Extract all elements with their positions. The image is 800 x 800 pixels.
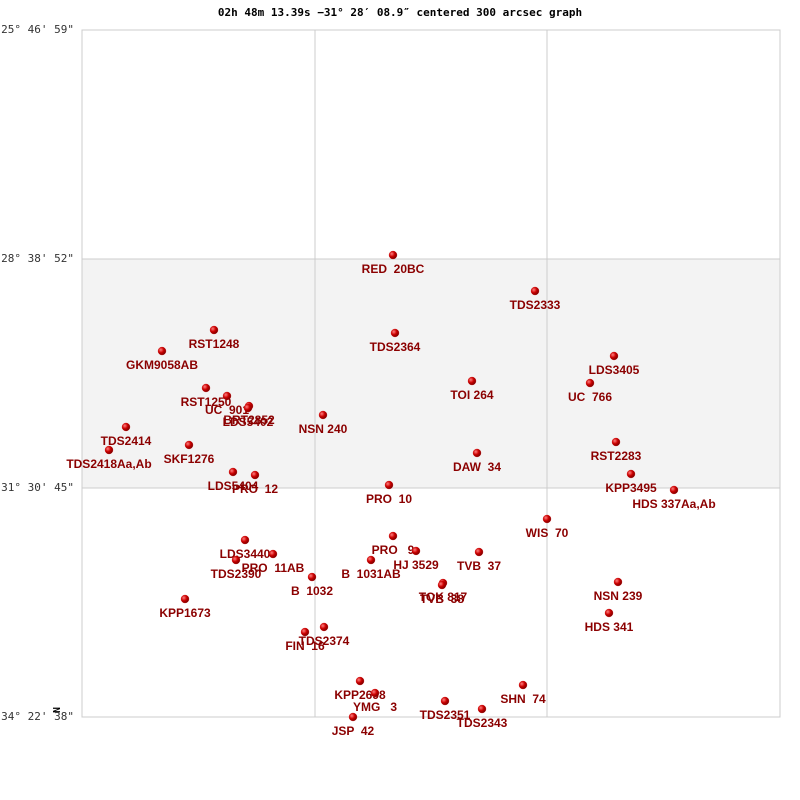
star-label: TVB 37 <box>457 559 501 573</box>
star <box>477 704 487 714</box>
y-tick-label: -31° 30' 45" <box>0 481 74 494</box>
star <box>318 410 328 420</box>
star <box>184 440 194 450</box>
star-label: TDS2343 <box>457 716 508 730</box>
star-label: TDS2390 <box>211 567 262 581</box>
star <box>228 467 238 477</box>
star-label: HDS 341 <box>585 620 634 634</box>
star <box>240 535 250 545</box>
star <box>370 688 380 698</box>
star <box>231 555 241 565</box>
star <box>300 627 310 637</box>
star-label: B 1032 <box>291 584 333 598</box>
star <box>180 594 190 604</box>
star <box>604 608 614 618</box>
star <box>611 437 621 447</box>
star-label: LDS5404 <box>208 479 259 493</box>
star-label: HDS 337Aa,Ab <box>632 497 715 511</box>
star-label: KPP3495 <box>605 481 657 495</box>
star-label: GKM9058AB <box>126 358 198 372</box>
star-label: DAW 34 <box>453 460 501 474</box>
star <box>243 403 253 413</box>
star-label: TDS2364 <box>370 340 421 354</box>
star <box>669 485 679 495</box>
star-label: LDS3440 <box>220 547 271 561</box>
star-label: KPP1673 <box>159 606 211 620</box>
star-label: TDS2351 <box>420 708 471 722</box>
star <box>542 514 552 524</box>
star-label: SHN 74 <box>500 692 546 706</box>
star <box>411 546 421 556</box>
star-label: YMG 3 <box>353 700 397 714</box>
star-label: LDS3405 <box>589 363 640 377</box>
star-label: TOK 817 <box>419 590 468 604</box>
star-label: FIN 16 <box>285 639 325 653</box>
star <box>518 680 528 690</box>
star <box>201 383 211 393</box>
star <box>250 470 260 480</box>
star <box>530 286 540 296</box>
star <box>626 469 636 479</box>
star <box>348 712 358 722</box>
star-label: RED 20BC <box>362 262 425 276</box>
star-label: RST2283 <box>591 449 642 463</box>
star-label: TDS2333 <box>510 298 561 312</box>
star <box>222 391 232 401</box>
star-label: TDS2374 <box>299 634 350 648</box>
star <box>268 549 278 559</box>
y-tick-label: -34° 22' 38" <box>0 710 74 723</box>
star-label: UC 901 <box>205 403 249 417</box>
y-tick-label: -25° 46' 59" <box>0 23 74 36</box>
star-label: BRT2852 <box>223 413 275 427</box>
star <box>609 351 619 361</box>
star-label: JSP 42 <box>332 724 375 738</box>
star-label: PRO 12 <box>232 482 278 496</box>
star-label: PRO 11AB <box>242 561 305 575</box>
star-label: PRO 9 <box>372 543 415 557</box>
star <box>307 572 317 582</box>
star <box>388 250 398 260</box>
star <box>613 577 623 587</box>
star-label: TDS2418Aa,Ab <box>66 457 151 471</box>
star-label: LDS5402 <box>223 415 274 429</box>
star <box>474 547 484 557</box>
star <box>384 480 394 490</box>
star <box>585 378 595 388</box>
star <box>467 376 477 386</box>
star <box>319 622 329 632</box>
star <box>440 696 450 706</box>
star <box>388 531 398 541</box>
star <box>472 448 482 458</box>
star-label: WIS 70 <box>526 526 569 540</box>
star-label: RST1250 <box>181 395 232 409</box>
star-label: B 1031AB <box>341 567 401 581</box>
star-label: UC 766 <box>568 390 612 404</box>
star-label: NSN 239 <box>594 589 643 603</box>
star-label: TDS2414 <box>101 434 152 448</box>
star-label: TVB 38 <box>420 592 464 606</box>
north-marker: N <box>52 707 63 713</box>
star <box>104 445 114 455</box>
chart-title: 02h 48m 13.39s −31° 28′ 08.9″ centered 3… <box>218 6 582 19</box>
star <box>121 422 131 432</box>
star-label: PRO 10 <box>366 492 412 506</box>
star-label: RST1248 <box>189 337 240 351</box>
star <box>355 676 365 686</box>
star <box>209 325 219 335</box>
star <box>157 346 167 356</box>
y-tick-label: -28° 38' 52" <box>0 252 74 265</box>
star <box>437 580 447 590</box>
star-label: TOI 264 <box>450 388 493 402</box>
star <box>390 328 400 338</box>
star <box>366 555 376 565</box>
star-label: HJ 3529 <box>393 558 439 572</box>
star-label: NSN 240 <box>299 422 348 436</box>
shaded-band <box>82 259 780 488</box>
star-label: SKF1276 <box>164 452 215 466</box>
